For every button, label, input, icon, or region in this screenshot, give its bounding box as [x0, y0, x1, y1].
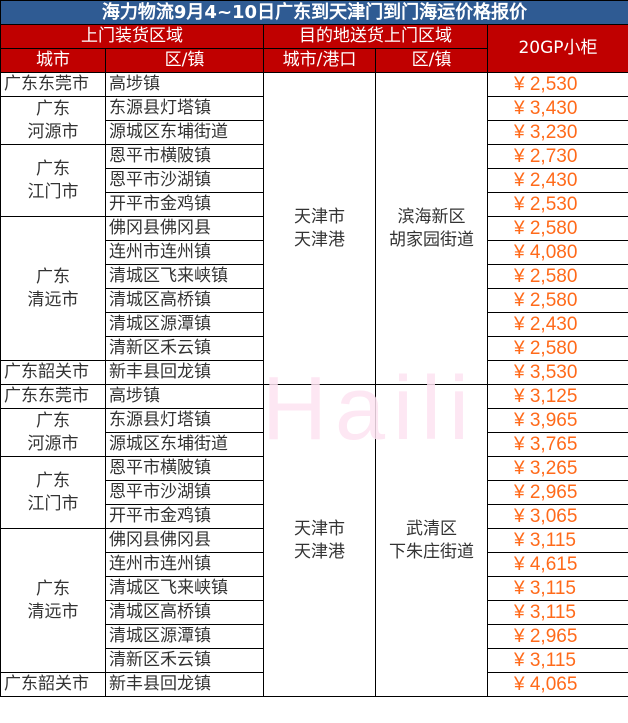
table-row: 广东韶关市 新丰县回龙镇 ¥ 3,530	[0, 360, 628, 385]
origin-town: 源城区东埔街道	[105, 432, 264, 457]
origin-town: 清新区禾云镇	[105, 648, 264, 673]
price-20gp: ¥ 2,580	[486, 264, 628, 289]
origin-town: 恩平市沙湖镇	[105, 480, 264, 505]
origin-town: 清城区源潭镇	[105, 312, 264, 337]
table-row: 广东韶关市 新丰县回龙镇 ¥ 4,065	[0, 672, 628, 697]
header-city-port: 城市/港口	[263, 48, 376, 73]
table-row: 清城区飞来峡镇 ¥ 2,580	[1, 264, 628, 289]
price-20gp: ¥ 3,115	[486, 576, 628, 601]
dest-area: 滨海新区 胡家园街道	[375, 72, 488, 385]
table-row: 源城区东埔街道 ¥ 3,230	[1, 120, 628, 145]
table-row: 广东 江门市 恩平市横陂镇 ¥ 3,265	[0, 456, 628, 529]
price-20gp: ¥ 2,965	[486, 480, 628, 505]
origin-town: 连州市连州镇	[105, 240, 264, 265]
origin-town: 开平市金鸡镇	[105, 504, 264, 529]
table-row: 清城区飞来峡镇 ¥ 3,115	[1, 576, 628, 601]
table-row: 清新区禾云镇 ¥ 3,115	[1, 648, 628, 673]
price-20gp: ¥ 2,530	[486, 72, 628, 97]
price-20gp: ¥ 3,230	[486, 120, 628, 145]
origin-city: 广东韶关市	[0, 360, 106, 385]
origin-town: 新丰县回龙镇	[105, 672, 264, 697]
header-pickup: 上门装货区域	[0, 24, 264, 49]
dest-area: 武清区 下朱庄街道	[375, 384, 488, 697]
origin-city: 广东东莞市	[0, 72, 106, 97]
origin-city: 广东 清远市	[0, 216, 106, 361]
origin-town: 源城区东埔街道	[105, 120, 264, 145]
price-20gp: ¥ 3,430	[486, 96, 628, 121]
price-20gp: ¥ 4,080	[486, 240, 628, 265]
table-row: 开平市金鸡镇 ¥ 3,065	[1, 504, 628, 529]
origin-town: 东源县灯塔镇	[105, 408, 264, 433]
header-city: 城市	[0, 48, 106, 73]
origin-town: 清城区飞来峡镇	[105, 576, 264, 601]
table-row: 广东东莞市 高埗镇 天津市 天津港 武清区 下朱庄街道 ¥ 3,125	[0, 384, 628, 697]
price-20gp: ¥ 2,530	[486, 192, 628, 217]
price-20gp: ¥ 2,965	[486, 624, 628, 649]
price-table: 海力物流9月4~10日广东到天津门到门海运价格报价 上门装货区域 目的地送货上门区…	[0, 0, 628, 697]
price-20gp: ¥ 2,430	[486, 312, 628, 337]
origin-town: 新丰县回龙镇	[105, 360, 264, 385]
table-row: 恩平市沙湖镇 ¥ 2,430	[1, 168, 628, 193]
origin-town: 清新区禾云镇	[105, 336, 264, 361]
origin-town: 连州市连州镇	[105, 552, 264, 577]
table-row: 广东 河源市 东源县灯塔镇 ¥ 3,430	[0, 96, 628, 145]
price-20gp: ¥ 3,265	[486, 456, 628, 481]
origin-town: 佛冈县佛冈县	[105, 216, 264, 241]
origin-town: 清城区高桥镇	[105, 288, 264, 313]
price-20gp: ¥ 3,115	[486, 648, 628, 673]
origin-city: 广东 河源市	[0, 96, 106, 145]
origin-town: 清城区高桥镇	[105, 600, 264, 625]
origin-town: 开平市金鸡镇	[105, 192, 264, 217]
origin-city: 广东东莞市	[0, 384, 106, 409]
price-20gp: ¥ 2,430	[486, 168, 628, 193]
origin-city: 广东 清远市	[0, 528, 106, 673]
header-price: 20GP小柜	[486, 24, 628, 73]
dest-city: 天津市 天津港	[263, 72, 376, 385]
origin-town: 高埗镇	[105, 384, 264, 409]
origin-town: 佛冈县佛冈县	[105, 528, 264, 553]
price-20gp: ¥ 3,765	[486, 432, 628, 457]
origin-city: 广东 江门市	[0, 456, 106, 529]
origin-city: 广东 江门市	[0, 144, 106, 217]
price-20gp: ¥ 2,580	[486, 288, 628, 313]
price-20gp: ¥ 4,615	[486, 552, 628, 577]
price-20gp: ¥ 4,065	[486, 672, 628, 697]
table-row: 广东东莞市 高埗镇 天津市 天津港 滨海新区 胡家园街道 ¥ 2,530	[0, 72, 628, 385]
table-row: 广东 清远市 佛冈县佛冈县 ¥ 3,115	[0, 528, 628, 673]
table-row: 开平市金鸡镇 ¥ 2,530	[1, 192, 628, 217]
table-row: 清城区源潭镇 ¥ 2,965	[1, 624, 628, 649]
origin-city: 广东 河源市	[0, 408, 106, 457]
price-20gp: ¥ 2,730	[486, 144, 628, 169]
header-town: 区/镇	[105, 48, 264, 73]
origin-town: 恩平市横陂镇	[105, 144, 264, 169]
price-20gp: ¥ 3,125	[486, 384, 628, 409]
origin-town: 恩平市沙湖镇	[105, 168, 264, 193]
table-title: 海力物流9月4~10日广东到天津门到门海运价格报价	[0, 0, 628, 25]
price-20gp: ¥ 3,065	[486, 504, 628, 529]
table-row: 连州市连州镇 ¥ 4,080	[1, 240, 628, 265]
header-dest-town: 区/镇	[375, 48, 488, 73]
origin-town: 清城区源潭镇	[105, 624, 264, 649]
price-20gp: ¥ 3,965	[486, 408, 628, 433]
price-20gp: ¥ 2,580	[486, 336, 628, 361]
price-20gp: ¥ 3,115	[486, 600, 628, 625]
origin-town: 清城区飞来峡镇	[105, 264, 264, 289]
origin-town: 高埗镇	[105, 72, 264, 97]
origin-town: 东源县灯塔镇	[105, 96, 264, 121]
origin-city: 广东韶关市	[0, 672, 106, 697]
price-20gp: ¥ 3,115	[486, 528, 628, 553]
table-row: 恩平市沙湖镇 ¥ 2,965	[1, 480, 628, 505]
table-row: 源城区东埔街道 ¥ 3,765	[1, 432, 628, 457]
table-row: 广东 清远市 佛冈县佛冈县 ¥ 2,580	[0, 216, 628, 361]
dest-city: 天津市 天津港	[263, 384, 376, 697]
price-20gp: ¥ 2,580	[486, 216, 628, 241]
header-dest: 目的地送货上门区域	[263, 24, 488, 49]
origin-town: 恩平市横陂镇	[105, 456, 264, 481]
price-20gp: ¥ 3,530	[486, 360, 628, 385]
